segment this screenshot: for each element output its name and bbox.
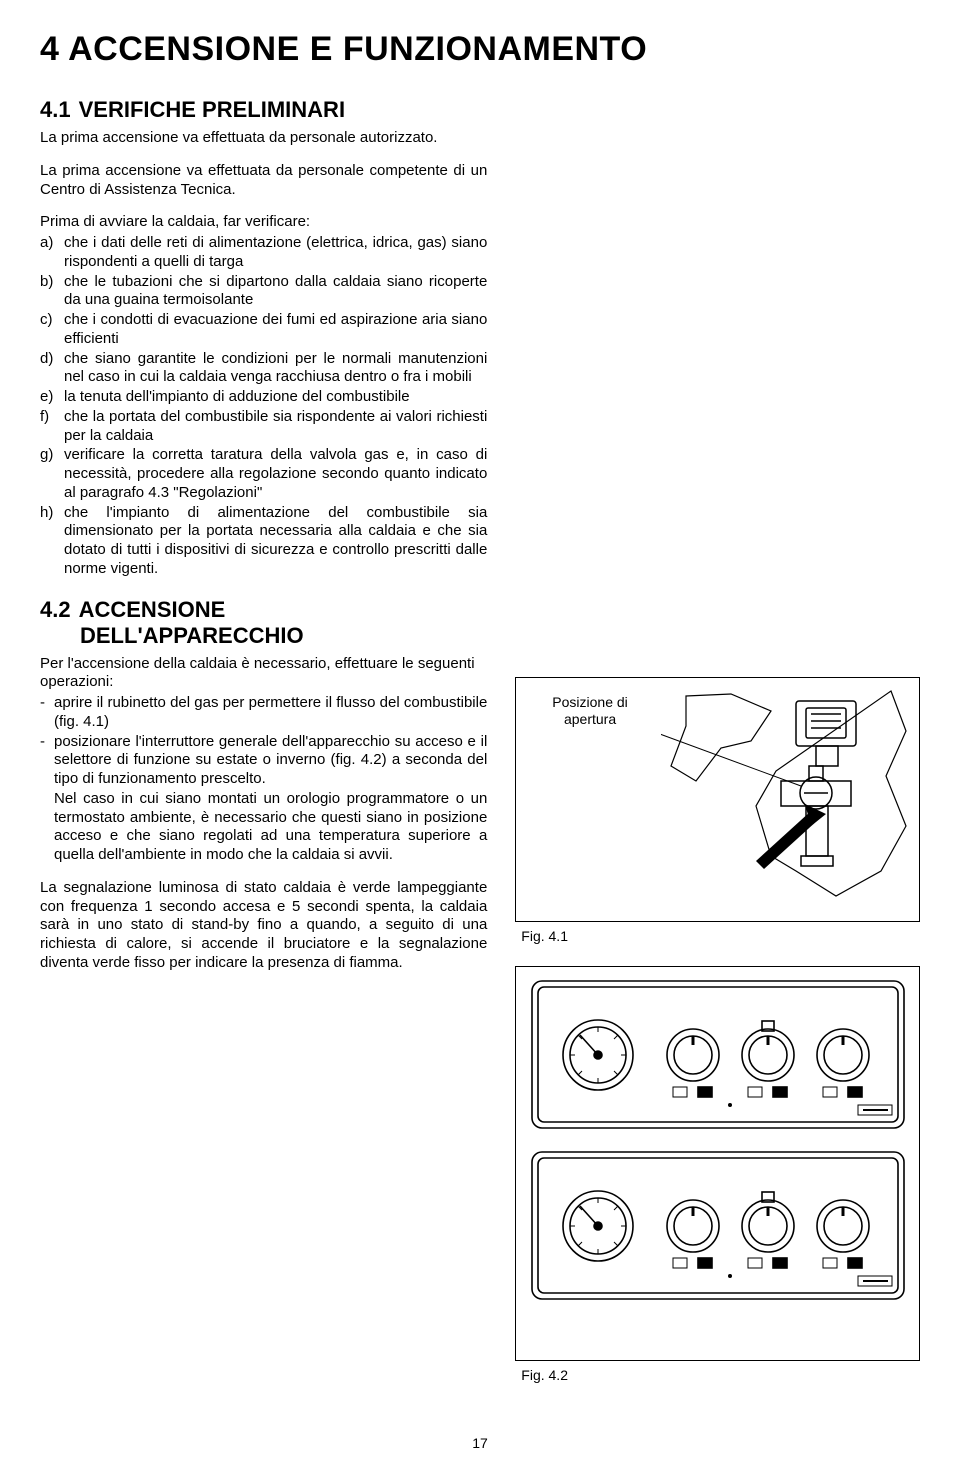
list-item: -posizionare l'interruttore generale del… [40,733,487,789]
section-heading-line2: DELL'APPARECCHIO [80,623,304,648]
list-text: che l'impianto di alimentazione del comb… [64,504,487,579]
section-4-1-heading: 4.1 VERIFICHE PRELIMINARI [40,97,487,123]
note-paragraph-2: La segnalazione luminosa di stato caldai… [40,879,487,973]
page-number: 17 [40,1435,920,1451]
list-item: h)che l'impianto di alimentazione del co… [40,504,487,579]
figure-4-2-label: Fig. 4.2 [515,1367,920,1383]
left-column: 4.1 VERIFICHE PRELIMINARI La prima accens… [40,97,487,1405]
list-item: f)che la portata del combustibile sia ri… [40,408,487,446]
section-number: 4.1 [40,97,71,122]
list-text: che la portata del combustibile sia risp… [64,408,487,446]
note-paragraph-1: Nel caso in cui siano montati un orologi… [54,790,487,865]
list-text: che le tubazioni che si dipartono dalla … [64,273,487,311]
list-item: a)che i dati delle reti di alimentazione… [40,234,487,272]
section-number: 4.2 [40,597,71,622]
list-text: verificare la corretta taratura della va… [64,446,487,502]
verification-list: a)che i dati delle reti di alimentazione… [40,234,487,579]
list-marker: b) [40,273,64,311]
section-heading-line1: ACCENSIONE [79,597,226,622]
list-marker: a) [40,234,64,272]
operations-list: -aprire il rubinetto del gas per permett… [40,694,487,789]
section-heading-text: VERIFICHE PRELIMINARI [79,97,345,122]
list-text: che i condotti di evacuazione dei fumi e… [64,311,487,349]
intro-paragraph-2: La prima accensione va effettuata da per… [40,162,487,200]
section-4-2-heading: 4.2 ACCENSIONE DELL'APPARECCHIO [40,597,487,649]
list-text: aprire il rubinetto del gas per permette… [54,694,487,732]
figure-4-2 [515,966,920,1361]
valve-diagram-icon [661,686,911,906]
list-text: la tenuta dell'impianto di adduzione del… [64,388,487,407]
list-marker: f) [40,408,64,446]
list-marker: e) [40,388,64,407]
list-item: e)la tenuta dell'impianto di adduzione d… [40,388,487,407]
list-item: d)che siano garantite le condizioni per … [40,350,487,388]
figure-spacer [515,97,920,677]
list-marker: d) [40,350,64,388]
list-item: g)verificare la corretta taratura della … [40,446,487,502]
page-title: 4 ACCENSIONE E FUNZIONAMENTO [40,30,920,69]
list-lead-in: Prima di avviare la caldaia, far verific… [40,213,487,232]
list-marker: c) [40,311,64,349]
dash-marker: - [40,694,54,732]
figure-4-1-label: Fig. 4.1 [515,928,920,944]
right-column: Posizione di apertura [515,97,920,1405]
annot-line2: apertura [564,711,616,727]
valve-annotation: Posizione di apertura [552,694,628,728]
list-item: -aprire il rubinetto del gas per permett… [40,694,487,732]
dash-marker: - [40,733,54,789]
control-panel-bottom-icon [528,1148,908,1303]
list-text: posizionare l'interruttore generale dell… [54,733,487,789]
intro-paragraph-1: La prima accensione va effettuata da per… [40,129,487,148]
list-text: che i dati delle reti di alimentazione (… [64,234,487,272]
ops-lead-in: Per l'accensione della caldaia è necessa… [40,655,487,693]
list-item: c)che i condotti di evacuazione dei fumi… [40,311,487,349]
content-columns: 4.1 VERIFICHE PRELIMINARI La prima accens… [40,97,920,1405]
list-text: che siano garantite le condizioni per le… [64,350,487,388]
list-item: b)che le tubazioni che si dipartono dall… [40,273,487,311]
control-panel-top-icon [528,977,908,1132]
annot-line1: Posizione di [552,694,628,710]
list-marker: h) [40,504,64,579]
list-marker: g) [40,446,64,502]
figure-4-1: Posizione di apertura [515,677,920,922]
